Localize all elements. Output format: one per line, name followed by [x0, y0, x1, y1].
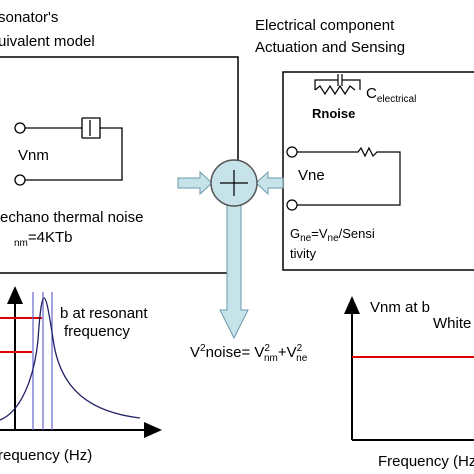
sub: ne [328, 233, 340, 244]
right-plot [344, 296, 474, 441]
x-axis-label: Frequency (Hz [378, 453, 474, 470]
text: =V [311, 226, 328, 241]
right-title: Actuation and Sensing [255, 39, 405, 56]
x-axis-label: requency (Hz) [0, 447, 92, 464]
noise-label: echano thermal noise [0, 209, 143, 226]
plus [220, 170, 248, 196]
annotation: frequency [64, 323, 130, 340]
elec-circuit [286, 146, 401, 211]
noise-formula: nm=4KTb [14, 229, 73, 249]
gain-formula: Gne=Vne/Sensi [290, 226, 375, 244]
text: =4KTb [28, 229, 73, 246]
annotation: b at resonant [60, 305, 148, 322]
text: +V [278, 344, 297, 361]
sup: 2 [264, 343, 270, 354]
rnoise-label: Rnoise [312, 106, 355, 121]
text: /Sensi [339, 226, 375, 241]
sub: nm [264, 353, 278, 364]
vnm-label: Vnm [18, 147, 49, 164]
y-axis-label: Vnm at b [370, 299, 430, 316]
mech-circuit [14, 117, 123, 186]
text: C [366, 85, 377, 102]
text: V [190, 344, 200, 361]
sub: ne [296, 353, 308, 364]
arrow-down [219, 204, 249, 340]
vne-label: Vne [298, 167, 325, 184]
left-plot [0, 286, 162, 438]
text: G [290, 226, 300, 241]
annotation: White [433, 315, 471, 332]
right-box [282, 71, 474, 271]
sup: 2 [200, 343, 206, 354]
sub: nm [14, 238, 28, 249]
sup: 2 [297, 343, 303, 354]
text: noise= V [206, 344, 265, 361]
left-title: uivalent model [0, 33, 95, 50]
sum-formula: V2noise= V2 nm+V2 ne [190, 343, 308, 364]
arrow-left [255, 170, 284, 196]
right-title: Electrical component [255, 17, 395, 34]
gain-line2: tivity [290, 246, 317, 261]
sub: ne [300, 233, 312, 244]
arrow-right [177, 170, 213, 196]
cap-symbol [314, 74, 361, 96]
cap-label: Celectrical [366, 85, 416, 105]
left-title: sonator's [0, 9, 58, 26]
sub: electrical [377, 94, 416, 105]
